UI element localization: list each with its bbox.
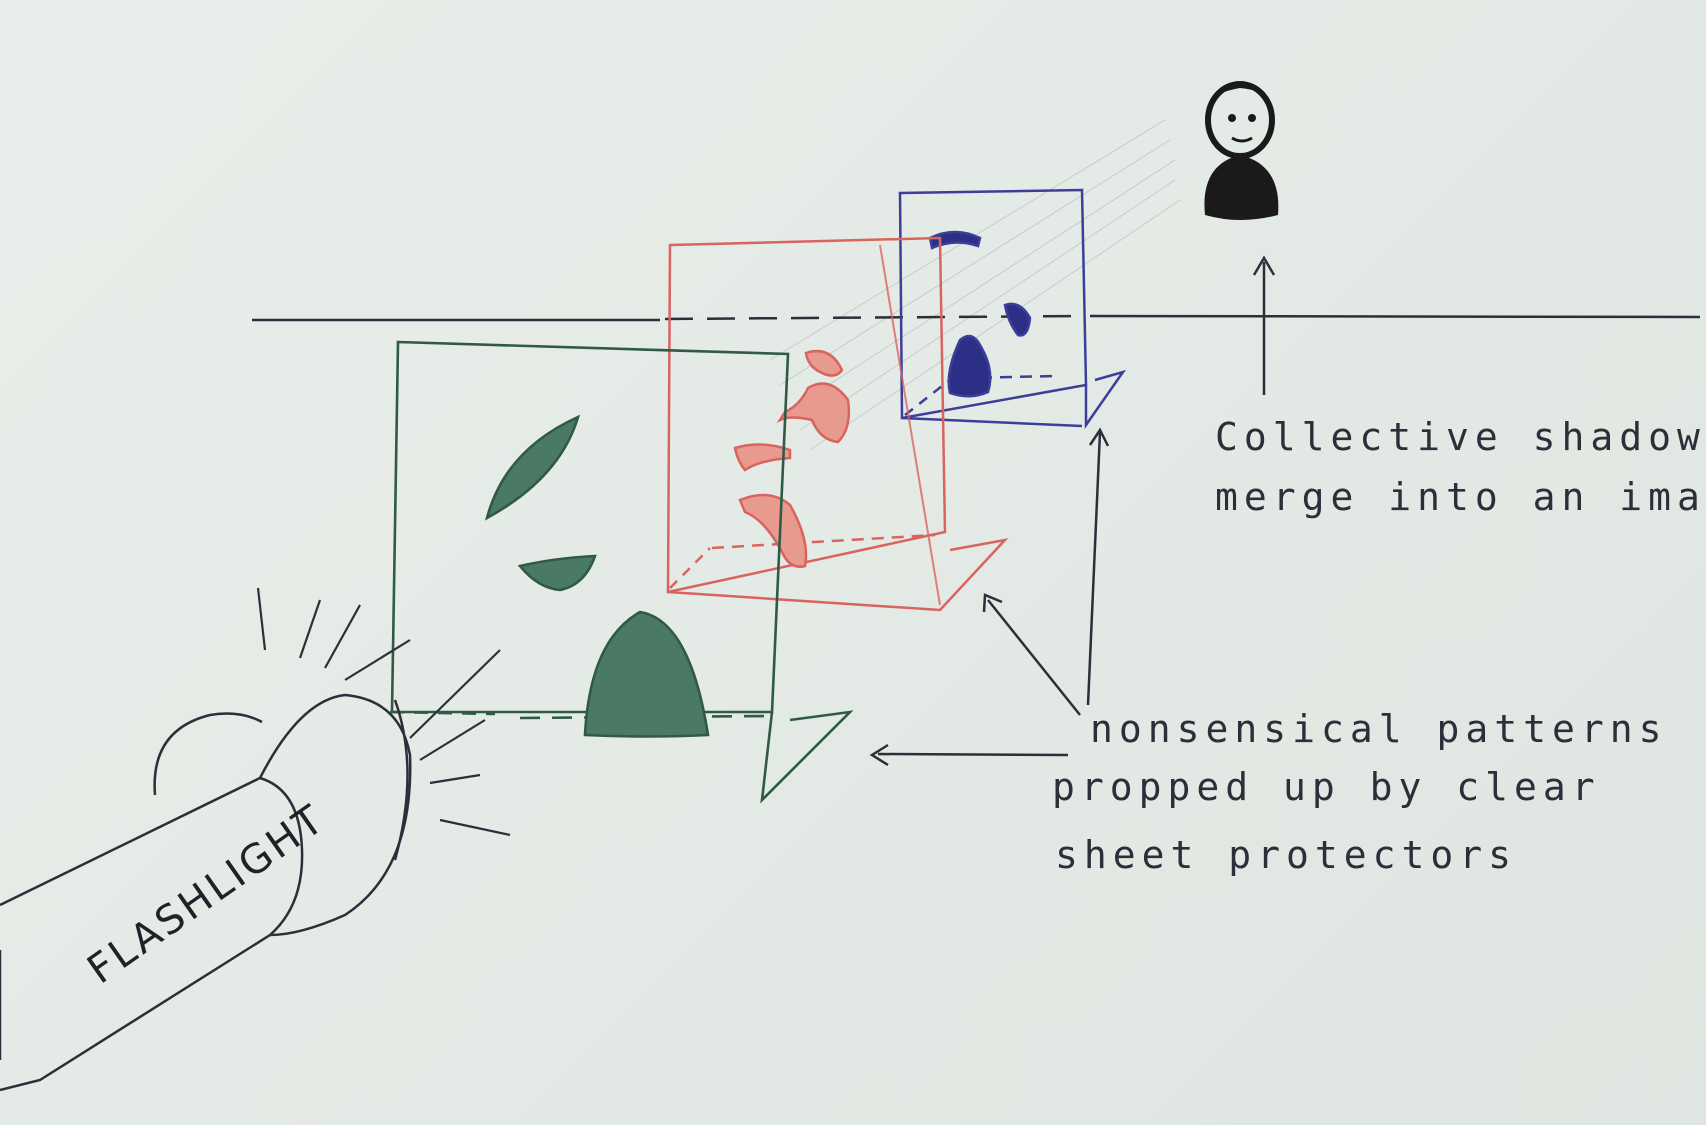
patterns-caption-line1: nonsensical patterns <box>1090 707 1668 751</box>
flashlight-icon <box>0 693 412 1092</box>
patterns-caption-line3: sheet protectors <box>1055 833 1517 877</box>
annotation-arrows <box>869 255 1276 767</box>
shadows-caption-line1: Collective shadows <box>1215 415 1706 459</box>
red-pattern-sheet <box>666 236 1009 612</box>
silhouette-portrait-icon <box>1204 81 1279 220</box>
shadows-caption-line2: merge into an image <box>1215 475 1706 519</box>
patterns-caption-line2: propped up by clear <box>1052 765 1601 809</box>
light-rays <box>769 119 1181 451</box>
green-pattern-sheet <box>389 340 854 804</box>
beam-strokes <box>256 587 511 837</box>
horizon-line <box>252 314 1701 322</box>
blue-pattern-sheet <box>898 188 1127 429</box>
